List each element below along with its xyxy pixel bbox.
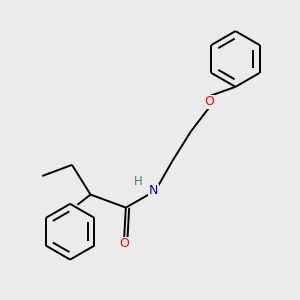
Text: O: O — [119, 238, 129, 250]
Text: H: H — [134, 175, 142, 188]
Text: N: N — [149, 184, 158, 197]
Text: O: O — [205, 95, 214, 108]
